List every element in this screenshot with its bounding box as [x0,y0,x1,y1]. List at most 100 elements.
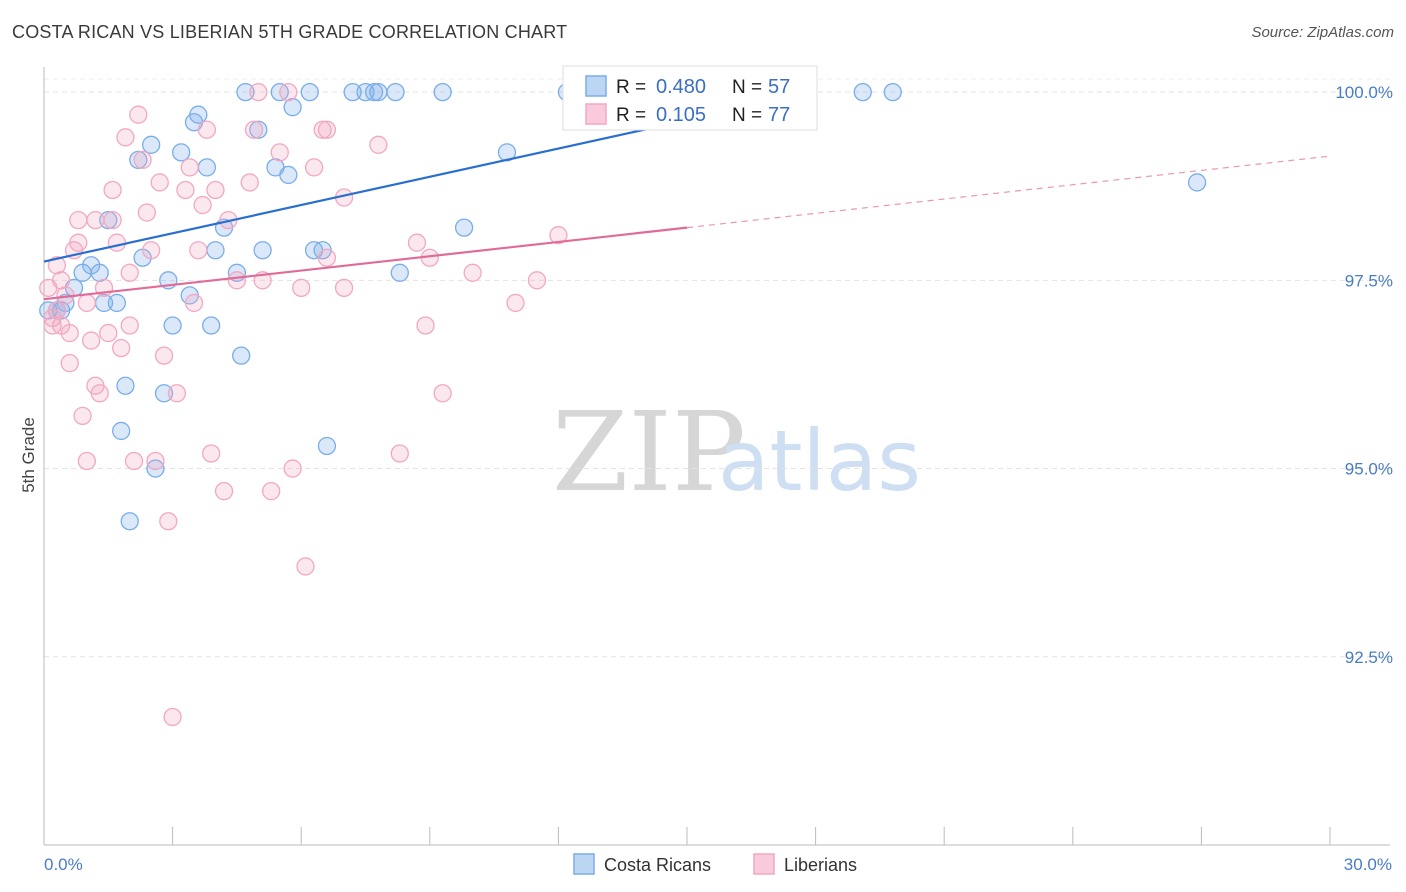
costa-ricans-point-48 [433,82,452,102]
liberians-point-75 [214,481,234,501]
costa-ricans-point-32 [249,120,268,139]
liberians-point-36 [180,158,199,177]
liberians-point-28 [137,203,157,222]
bottom-legend-swatch-liberians [753,853,775,875]
costa-ricans-point-56 [1187,173,1207,192]
liberians-point-51 [296,557,315,576]
bottom-legend-label-liberians: Liberians [784,855,857,875]
liberians-point-76 [77,293,97,313]
costa-ricans-point-18 [154,384,174,403]
liberians-point-9 [69,233,88,252]
liberians-point-6 [60,354,79,373]
costa-ricans-point-47 [390,263,409,282]
costa-ricans-point-24 [189,105,208,124]
watermark-atlas: atlas [718,412,921,510]
liberians-point-55 [317,248,337,267]
liberians-point-26 [129,105,148,124]
liberians-point-61 [416,316,435,335]
liberians-point-24 [120,263,139,282]
costa-ricans-point-10 [107,293,127,313]
costa-ricans-point-21 [172,143,191,162]
liberians-point-41 [206,180,225,200]
liberians-point-21 [112,338,131,358]
costa-ricans-point-42 [343,82,362,102]
liberians-point-3 [47,256,67,275]
legend-n-label-1: N = [732,77,762,98]
y-tick-label-3: 92.5% [1345,648,1393,667]
costa-ricans-point-41 [317,436,337,456]
legend: R = 0.480 N = 57 R = 0.105 N = 77 [562,65,818,131]
costa-ricans-point-37 [283,98,302,117]
costa-ricans-point-54 [853,82,872,102]
costa-ricans-point-13 [120,512,139,531]
costa-ricans-point-49 [454,218,474,237]
costa-ricans-point-14 [129,150,148,170]
liberians-point-27 [133,150,152,170]
liberians-point-66 [527,271,547,290]
legend-r-value-costa-ricans: 0.480 [656,76,706,98]
y-tick-label-2: 95.0% [1345,460,1393,479]
liberians-point-50 [292,278,311,298]
liberians-point-48 [270,143,289,162]
liberians-point-52 [304,158,324,177]
legend-swatch-liberians [585,103,607,125]
liberians-point-47 [262,481,281,501]
liberians-point-34 [167,384,187,403]
liberians-point-14 [86,210,105,230]
liberians-point-33 [163,707,182,727]
y-axis-label: 5th Grade [19,417,38,493]
liberians-point-38 [193,195,212,215]
costa-ricans-point-26 [202,316,221,335]
costa-ricans-point-16 [142,135,161,154]
costa-ricans-point-7 [90,263,109,282]
liberians-point-44 [240,173,259,192]
liberians-point-18 [103,210,122,230]
liberians-point-70 [86,376,105,395]
liberians-point-65 [506,293,525,313]
liberians-point-40 [202,444,221,463]
liberians-point-11 [73,406,92,426]
costa-ricans-point-11 [112,421,131,441]
series-liberians-points [39,82,568,727]
liberians-point-20 [107,233,127,252]
liberians-point-58 [369,135,388,154]
axes [43,67,1390,846]
x-tick-label-0: 0.0% [44,855,83,874]
liberians-point-49 [283,459,302,478]
liberians-point-74 [279,82,298,102]
liberians-point-59 [390,444,409,463]
costa-ricans-point-45 [369,82,388,102]
liberians-point-35 [176,180,195,200]
costa-ricans-point-44 [364,82,384,102]
liberians-point-72 [189,241,208,260]
liberians-point-37 [184,293,204,313]
legend-r-label-1: R = [616,77,646,98]
chart-title: COSTA RICAN VS LIBERIAN 5TH GRADE CORREL… [12,22,568,42]
costa-ricans-point-30 [232,346,251,365]
liberians-point-10 [69,210,88,230]
liberians-point-30 [150,173,169,192]
liberians-point-29 [142,241,161,260]
liberians-point-57 [334,278,354,298]
costa-ricans-point-36 [279,165,298,185]
costa-ricans-point-25 [197,158,217,177]
liberians-point-13 [82,331,101,350]
legend-r-value-liberians: 0.105 [656,104,706,126]
liberians-point-25 [124,451,144,471]
tick-labels: 100.0% 97.5% 95.0% 92.5% 0.0% 30.0% [44,83,1393,874]
liberians-point-63 [433,384,452,403]
liberians-point-54 [317,120,337,139]
bottom-legend-label-costa-ricans: Costa Ricans [604,855,711,875]
costa-ricans-point-55 [883,82,902,102]
costa-ricans-point-9 [99,210,118,230]
trend-line-extension-liberians [686,155,1331,229]
costa-ricans-point-12 [116,376,135,395]
liberians-point-68 [47,301,67,320]
legend-n-value-liberians: 77 [768,104,790,126]
costa-ricans-point-38 [300,82,319,102]
watermark-zip: ZIP [552,388,746,516]
bottom-legend: Costa Ricans Liberians [573,853,857,875]
liberians-point-22 [116,128,135,147]
liberians-point-73 [249,82,268,102]
